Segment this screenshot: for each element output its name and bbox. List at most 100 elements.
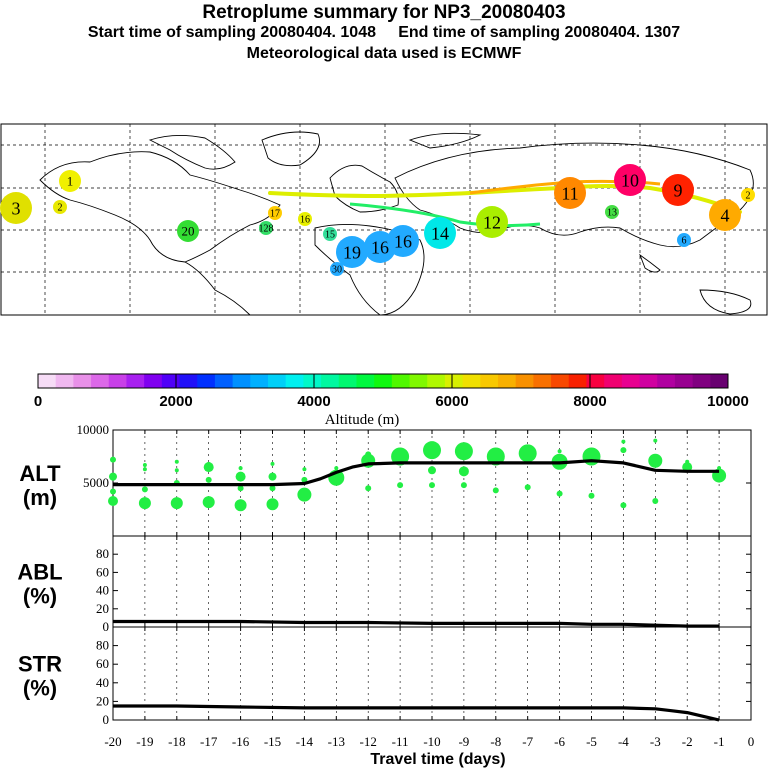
colorbar-swatch bbox=[427, 374, 446, 388]
altitude-marker bbox=[486, 447, 505, 466]
colorbar-swatch bbox=[250, 374, 269, 388]
plume-marker: 12 bbox=[476, 206, 508, 238]
altitude-marker bbox=[620, 502, 627, 509]
plume-circle bbox=[476, 206, 508, 238]
coastline bbox=[408, 132, 482, 149]
coastline bbox=[394, 142, 754, 248]
coastline bbox=[39, 151, 281, 263]
plume-marker: 30 bbox=[330, 262, 344, 276]
altitude-marker bbox=[621, 439, 626, 444]
colorbar-swatch bbox=[692, 374, 711, 388]
altitude-marker bbox=[202, 496, 215, 509]
panel-label-unit: (m) bbox=[23, 485, 57, 510]
end-value: 20080404. 1307 bbox=[564, 24, 681, 41]
altitude-marker bbox=[108, 496, 118, 507]
start-value: 20080404. 1048 bbox=[260, 24, 376, 41]
altitude-marker bbox=[556, 490, 563, 497]
y-tick-label: 40 bbox=[96, 675, 109, 690]
plume-marker: 15 bbox=[323, 227, 337, 241]
x-tick-label: -1 bbox=[714, 734, 725, 749]
x-tick-label: -6 bbox=[554, 734, 565, 749]
plume-label: 16 bbox=[371, 237, 389, 257]
plume-circle bbox=[424, 217, 456, 249]
time-series-panels: 500010000ALT(m)020406080ABL(%)020406080S… bbox=[17, 422, 754, 749]
colorbar-swatch bbox=[108, 374, 127, 388]
plume-circle bbox=[741, 188, 755, 202]
plume-circle bbox=[336, 236, 368, 268]
plume-marker: 16 bbox=[298, 212, 312, 226]
altitude-marker bbox=[648, 453, 663, 468]
altitude-marker bbox=[297, 487, 312, 502]
x-tick-label: -16 bbox=[232, 734, 250, 749]
colorbar-tick-label: 6000 bbox=[435, 393, 468, 410]
colorbar-swatch bbox=[621, 374, 641, 388]
plume-label: 11 bbox=[561, 183, 578, 203]
x-tick-label: -18 bbox=[168, 734, 185, 749]
x-tick-label: -3 bbox=[650, 734, 661, 749]
plume-marker: 17 bbox=[268, 206, 282, 220]
x-tick-label: -14 bbox=[296, 734, 314, 749]
x-tick-label: -5 bbox=[586, 734, 597, 749]
altitude-marker bbox=[234, 499, 247, 512]
y-tick-label: 80 bbox=[96, 546, 109, 561]
chart-title: Retroplume summary for NP3_20080403 bbox=[202, 2, 566, 23]
x-tick-label: -20 bbox=[104, 734, 121, 749]
y-tick-label: 40 bbox=[96, 583, 109, 598]
colorbar-swatch bbox=[38, 374, 57, 388]
altitude-marker bbox=[142, 467, 147, 472]
altitude-marker bbox=[428, 466, 436, 475]
plume-circle bbox=[605, 205, 619, 219]
altitude-marker bbox=[302, 467, 307, 472]
coastline bbox=[261, 131, 320, 167]
y-tick-label: 20 bbox=[96, 693, 109, 708]
colorbar-swatch bbox=[356, 374, 375, 388]
plume-marker: 13 bbox=[605, 205, 619, 219]
x-tick-label: -13 bbox=[328, 734, 345, 749]
trajectory-lower bbox=[349, 202, 541, 228]
plume-label: 1 bbox=[67, 174, 74, 189]
colorbar-swatch bbox=[498, 374, 517, 388]
colorbar-swatch bbox=[303, 374, 322, 388]
plume-label: 128 bbox=[259, 224, 274, 235]
y-tick-label: 20 bbox=[96, 601, 109, 616]
plume-label: 20 bbox=[182, 224, 195, 239]
colorbar-swatch bbox=[515, 374, 534, 388]
colorbar-swatch bbox=[391, 374, 411, 388]
series-line bbox=[113, 459, 720, 487]
altitude-marker bbox=[682, 462, 693, 473]
altitude-marker bbox=[270, 461, 275, 466]
altitude-marker bbox=[365, 485, 372, 492]
plume-marker: 128 bbox=[259, 221, 274, 235]
altitude-marker bbox=[174, 468, 179, 473]
altitude-marker bbox=[110, 456, 116, 463]
colorbar-swatch bbox=[462, 374, 481, 388]
altitude-marker bbox=[235, 471, 246, 482]
panel-label-name: ABL bbox=[17, 560, 62, 585]
altitude-marker bbox=[524, 484, 531, 491]
altitude-marker bbox=[557, 449, 562, 454]
colorbar-swatch bbox=[657, 374, 676, 388]
colorbar-swatch bbox=[214, 374, 234, 388]
x-tick-label: -10 bbox=[423, 734, 440, 749]
plume-label: 16 bbox=[300, 215, 310, 226]
altitude-marker bbox=[109, 472, 117, 481]
plume-label: 15 bbox=[325, 230, 335, 241]
colorbar-swatch bbox=[444, 374, 464, 388]
x-tick-label: 0 bbox=[748, 734, 755, 749]
altitude-marker bbox=[397, 482, 404, 489]
panel-label-name: ALT bbox=[19, 461, 61, 486]
plume-circle bbox=[614, 164, 646, 196]
altitude-marker bbox=[142, 462, 147, 467]
plume-circle bbox=[554, 177, 586, 209]
start-label: Start time of sampling bbox=[87, 24, 256, 41]
plume-label: 10 bbox=[621, 170, 639, 190]
plume-circle bbox=[53, 200, 67, 214]
series-line bbox=[113, 619, 720, 628]
panel-label-unit: (%) bbox=[23, 584, 57, 609]
plume-label: 19 bbox=[343, 242, 361, 262]
plume-circle bbox=[677, 233, 691, 247]
plume-marker: 14 bbox=[424, 217, 456, 249]
altitude-marker bbox=[203, 462, 214, 473]
coastline bbox=[184, 261, 251, 316]
altitude-marker bbox=[268, 472, 277, 481]
